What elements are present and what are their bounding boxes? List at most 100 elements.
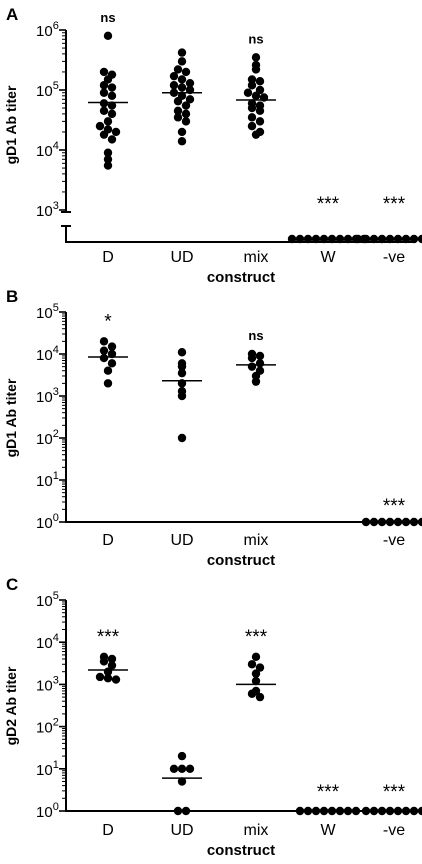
category-label: UD — [170, 249, 193, 266]
data-point — [255, 77, 265, 86]
data-point — [361, 234, 371, 244]
y-tick-label: 103 — [36, 200, 59, 220]
data-point — [99, 67, 109, 77]
data-point — [247, 103, 257, 113]
data-point — [177, 348, 187, 357]
data-point — [185, 78, 195, 88]
significance-label: ns — [100, 10, 115, 25]
data-point — [177, 751, 187, 761]
data-point — [107, 91, 117, 101]
data-point — [99, 88, 109, 97]
y-axis-label: gD1 Ab titer — [3, 378, 19, 457]
data-point — [417, 517, 422, 527]
data-point — [103, 155, 113, 164]
data-point — [103, 31, 113, 41]
significance-label: *** — [317, 194, 340, 215]
y-tick-label: 106 — [36, 20, 59, 40]
data-point — [251, 377, 261, 386]
data-point — [251, 652, 261, 662]
data-point — [99, 346, 109, 355]
data-point — [255, 359, 265, 368]
x-axis-label: construct — [207, 552, 275, 569]
data-point — [251, 65, 261, 74]
data-point — [295, 806, 305, 816]
data-point — [255, 106, 265, 116]
y-tick-label: 103 — [36, 674, 59, 694]
data-point — [181, 101, 191, 110]
data-point — [103, 379, 113, 388]
category-label: -ve — [383, 532, 405, 549]
category-label: mix — [244, 822, 269, 839]
data-point — [177, 127, 187, 137]
y-tick-label: 104 — [36, 140, 59, 160]
data-point — [255, 663, 265, 672]
data-point — [103, 674, 113, 683]
data-point — [181, 67, 191, 77]
data-point — [103, 117, 113, 126]
data-point — [177, 391, 187, 401]
data-point — [95, 121, 105, 131]
y-tick-label: 105 — [36, 302, 59, 322]
data-point — [107, 359, 117, 368]
data-point — [111, 127, 121, 137]
panel-label: A — [6, 5, 18, 24]
data-point — [99, 337, 109, 346]
data-point — [103, 148, 113, 157]
data-point — [177, 48, 187, 57]
data-point — [251, 53, 261, 62]
category-label: UD — [170, 532, 193, 549]
panel-a: A 103 104 105 106 gD1 Ab titer D UD mix W -ve const… — [3, 5, 422, 286]
significance-label: *** — [383, 782, 406, 803]
data-point — [247, 75, 257, 84]
data-point — [177, 83, 187, 92]
data-point — [351, 806, 361, 816]
data-point — [177, 764, 187, 773]
data-point — [173, 113, 183, 122]
data-point — [417, 234, 422, 244]
data-point — [177, 362, 187, 371]
category-label: D — [102, 249, 114, 266]
panel-b: B 100 101 102 103 104 105 gD1 Ab titer D UD mix -ve… — [3, 287, 422, 569]
significance-label: *** — [245, 627, 268, 648]
data-point — [247, 689, 257, 698]
data-point — [107, 101, 117, 110]
significance-label: *** — [317, 782, 340, 803]
data-point — [99, 353, 109, 363]
data-point — [251, 91, 261, 101]
category-label: D — [102, 822, 114, 839]
data-point — [177, 777, 187, 786]
data-point — [177, 75, 187, 84]
y-tick-label: 105 — [36, 590, 59, 610]
data-point — [177, 137, 187, 146]
data-point — [169, 764, 179, 773]
data-point — [99, 99, 109, 108]
y-axis-label: gD1 Ab titer — [3, 85, 19, 164]
data-point — [181, 806, 191, 816]
data-point — [243, 88, 253, 97]
data-point — [353, 234, 363, 244]
data-point — [107, 135, 117, 144]
data-point — [177, 57, 187, 66]
y-tick-label: 104 — [36, 632, 59, 652]
data-point — [251, 130, 261, 139]
y-axis-label: gD2 Ab titer — [3, 666, 19, 745]
significance-label: *** — [97, 627, 120, 648]
category-label: -ve — [383, 822, 405, 839]
data-point — [361, 806, 371, 816]
data-point — [247, 353, 257, 363]
data-point — [247, 121, 257, 131]
category-label: mix — [244, 249, 269, 266]
data-point — [107, 661, 117, 670]
data-point — [173, 65, 183, 74]
data-point — [173, 106, 183, 116]
data-point — [103, 161, 113, 170]
data-point — [185, 95, 195, 104]
significance-label: *** — [383, 194, 406, 215]
significance-label: * — [104, 311, 112, 332]
category-label: W — [320, 822, 336, 839]
data-point — [177, 368, 187, 378]
y-tick-label: 101 — [36, 759, 59, 779]
data-point — [247, 81, 257, 90]
y-tick-label: 101 — [36, 470, 59, 490]
